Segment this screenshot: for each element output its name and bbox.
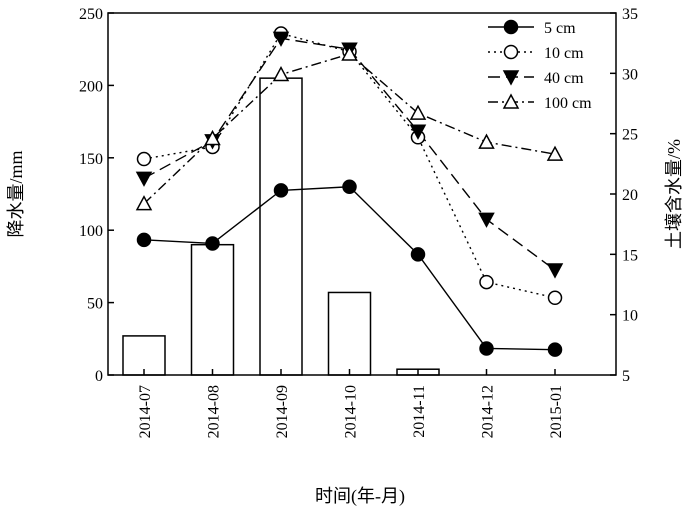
legend-marker-5cm	[503, 19, 519, 35]
right-tick-label: 10	[622, 308, 638, 325]
point-100cm-2014-11	[409, 104, 427, 120]
point-5cm-2014-12	[479, 341, 494, 356]
x-tick-label: 2014-10	[343, 385, 360, 438]
point-10cm-2014-12	[479, 274, 494, 290]
right-axis: 5 10 15 20 25 30 35	[610, 6, 638, 385]
right-tick-label: 15	[622, 247, 638, 264]
point-5cm-2015-01	[547, 342, 563, 357]
left-tick-label: 50	[87, 296, 103, 313]
series-markers	[135, 26, 564, 357]
x-tick-label: 2014-12	[480, 385, 497, 438]
precipitation-bars	[122, 77, 440, 376]
legend-label-100cm: 100 cm	[544, 95, 592, 112]
series-line-40cm	[143, 37, 556, 271]
point-10cm-2015-01	[547, 290, 563, 306]
right-tick-label: 30	[622, 66, 638, 83]
x-axis: 2014-07 2014-08 2014-09 2014-10 2014-11 2014-…	[137, 369, 565, 438]
y-axis-title: 降水量/mm	[6, 150, 26, 237]
legend-marker-40cm	[502, 70, 520, 86]
x-axis-title: 时间(年-月)	[315, 486, 405, 507]
point-5cm-2014-09	[273, 183, 289, 198]
point-40cm-2014-09	[272, 31, 290, 47]
legend-marker-10cm	[503, 44, 519, 60]
point-40cm-2015-01	[546, 263, 564, 279]
point-40cm-2014-07	[135, 171, 153, 187]
point-100cm-2014-09	[272, 65, 290, 82]
point-5cm-2014-07	[136, 232, 152, 248]
precip-bar-2014-08	[190, 243, 235, 376]
left-tick-label: 150	[79, 151, 103, 168]
right-tick-label: 5	[622, 368, 630, 385]
precip-bar-2014-07	[122, 335, 166, 376]
left-tick-label: 100	[79, 223, 103, 240]
y2-axis-title: 土壤含水量/%	[664, 139, 684, 249]
x-tick-label: 2014-08	[206, 385, 223, 438]
point-100cm-2014-12	[478, 133, 495, 149]
precip-bar-2014-09	[259, 77, 303, 376]
right-tick-label: 25	[622, 127, 638, 144]
point-5cm-2014-08	[205, 236, 220, 251]
x-tick-label: 2015-01	[548, 385, 565, 438]
x-tick-label: 2014-09	[274, 385, 291, 438]
point-40cm-2014-11	[409, 124, 427, 140]
x-tick-label: 2014-11	[411, 385, 428, 438]
point-100cm-2015-01	[546, 145, 564, 161]
legend-label-5cm: 5 cm	[544, 20, 576, 37]
legend: 5 cm 10 cm 40 cm 100 cm	[488, 19, 592, 112]
legend-label-40cm: 40 cm	[544, 70, 584, 87]
point-5cm-2014-10	[342, 179, 357, 195]
point-40cm-2014-12	[478, 212, 495, 228]
right-tick-label: 35	[622, 6, 638, 23]
left-tick-label: 0	[95, 368, 103, 385]
x-tick-label: 2014-07	[137, 385, 154, 438]
left-axis: 0 50 100 150 200 250	[79, 6, 114, 385]
point-5cm-2014-11	[410, 247, 426, 262]
legend-marker-100cm	[502, 93, 520, 109]
point-100cm-2014-10	[341, 45, 358, 61]
left-tick-label: 250	[79, 6, 103, 23]
left-tick-label: 200	[79, 78, 103, 95]
point-100cm-2014-07	[135, 195, 153, 211]
point-10cm-2014-07	[136, 151, 152, 167]
right-tick-label: 20	[622, 187, 638, 204]
point-100cm-2014-08	[204, 129, 221, 146]
precip-bar-2014-10	[327, 291, 372, 376]
legend-label-10cm: 10 cm	[544, 45, 584, 62]
